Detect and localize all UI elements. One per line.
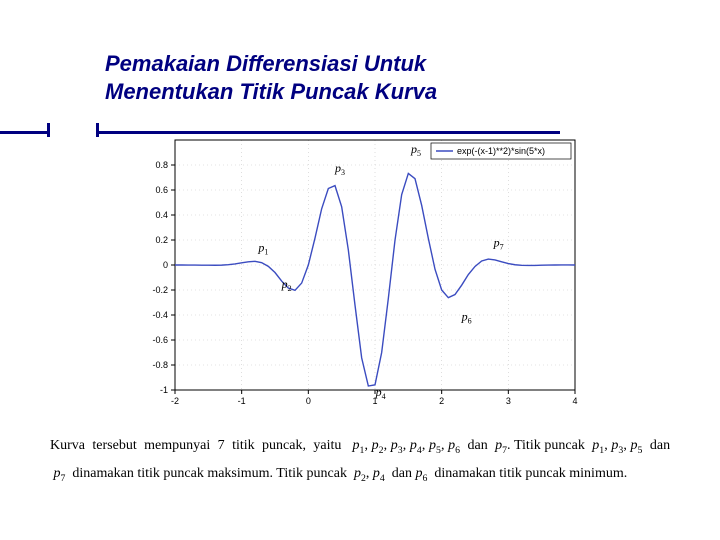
caption-text: Kurva tersebut mempunyai 7 titik puncak,… xyxy=(50,432,670,489)
svg-text:0.2: 0.2 xyxy=(155,235,168,245)
slide-title: Pemakaian Differensiasi Untuk Menentukan… xyxy=(105,50,437,105)
svg-text:4: 4 xyxy=(572,396,577,406)
svg-text:0: 0 xyxy=(163,260,168,270)
label-P3: p3 xyxy=(334,161,345,177)
label-P2: p2 xyxy=(281,277,292,293)
svg-text:0.8: 0.8 xyxy=(155,160,168,170)
rule-marker xyxy=(47,123,99,137)
point-labels: p1 p2 p3 p4 p5 p6 p7 xyxy=(257,142,503,401)
label-P5: p5 xyxy=(410,142,421,158)
title-line-1: Pemakaian Differensiasi Untuk xyxy=(105,50,437,78)
legend: exp(-(x-1)**2)*sin(5*x) xyxy=(431,143,571,159)
title-line-2: Menentukan Titik Puncak Kurva xyxy=(105,78,437,106)
svg-text:3: 3 xyxy=(506,396,511,406)
svg-text:-1: -1 xyxy=(238,396,246,406)
curve-line xyxy=(175,173,575,386)
svg-text:-0.8: -0.8 xyxy=(152,360,168,370)
label-P1: p1 xyxy=(257,241,268,257)
svg-text:0: 0 xyxy=(306,396,311,406)
svg-text:-0.4: -0.4 xyxy=(152,310,168,320)
svg-text:exp(-(x-1)**2)*sin(5*x): exp(-(x-1)**2)*sin(5*x) xyxy=(457,146,545,156)
label-P7: p7 xyxy=(493,236,504,252)
svg-text:0.6: 0.6 xyxy=(155,185,168,195)
svg-text:2: 2 xyxy=(439,396,444,406)
svg-text:-0.6: -0.6 xyxy=(152,335,168,345)
chart-svg: -2-101234-1-0.8-0.6-0.4-0.200.20.40.60.8… xyxy=(135,130,595,420)
curve-chart: -2-101234-1-0.8-0.6-0.4-0.200.20.40.60.8… xyxy=(135,130,595,420)
svg-text:-1: -1 xyxy=(160,385,168,395)
svg-text:-0.2: -0.2 xyxy=(152,285,168,295)
svg-text:0.4: 0.4 xyxy=(155,210,168,220)
svg-text:-2: -2 xyxy=(171,396,179,406)
label-P6: p6 xyxy=(461,310,472,326)
label-P4: p4 xyxy=(375,385,386,401)
